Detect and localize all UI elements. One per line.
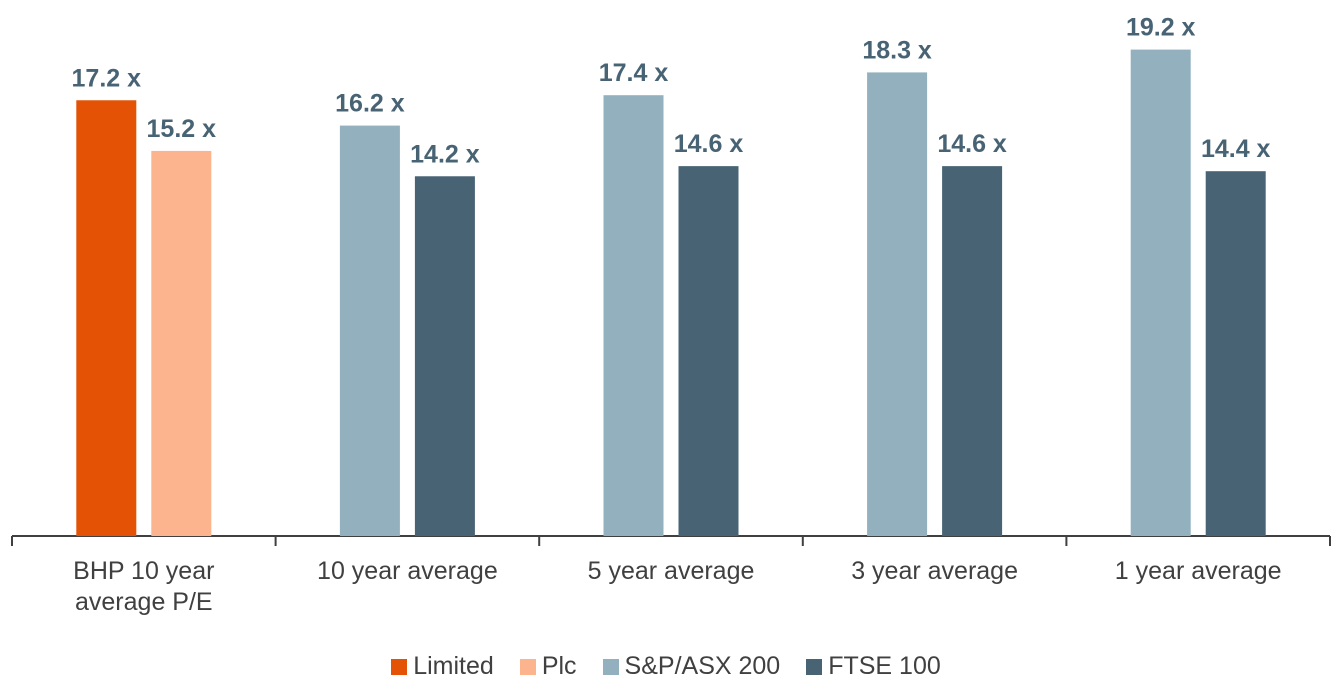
legend-item: Limited bbox=[391, 652, 494, 681]
x-tick-label: 1 year average bbox=[1114, 557, 1282, 585]
legend-label: Plc bbox=[541, 652, 577, 680]
bar bbox=[603, 95, 664, 536]
x-tick-label: 3 year average bbox=[851, 557, 1018, 585]
legend-swatch bbox=[806, 658, 823, 675]
data-label: 17.4 x bbox=[599, 59, 669, 87]
legend-item: FTSE 100 bbox=[806, 652, 941, 681]
bar bbox=[1205, 171, 1266, 536]
bar bbox=[339, 125, 400, 536]
x-tick-label: BHP 10 year average P/E bbox=[73, 557, 215, 616]
bar bbox=[414, 176, 475, 536]
legend-label: S&P/ASX 200 bbox=[624, 652, 781, 680]
legend-swatch bbox=[602, 658, 619, 675]
data-label: 17.2 x bbox=[72, 64, 142, 92]
x-tick-label: 5 year average bbox=[587, 557, 755, 585]
data-label: 14.4 x bbox=[1201, 135, 1271, 163]
data-label: 15.2 x bbox=[147, 115, 217, 143]
legend-swatch bbox=[519, 658, 536, 675]
bar bbox=[678, 166, 739, 536]
legend-label: Limited bbox=[413, 652, 494, 680]
data-label: 18.3 x bbox=[862, 36, 932, 64]
data-label: 16.2 x bbox=[335, 90, 405, 118]
bar bbox=[867, 72, 928, 537]
x-tick-label: 10 year average bbox=[317, 557, 498, 585]
bar bbox=[942, 166, 1003, 536]
legend-item: Plc bbox=[519, 652, 577, 681]
data-label: 14.2 x bbox=[410, 140, 480, 168]
legend-item: S&P/ASX 200 bbox=[602, 652, 781, 681]
data-label: 14.6 x bbox=[674, 130, 744, 158]
bar bbox=[1130, 49, 1191, 536]
bar bbox=[76, 100, 137, 537]
data-label: 19.2 x bbox=[1126, 14, 1196, 42]
bar bbox=[151, 150, 212, 536]
legend-swatch bbox=[391, 658, 408, 675]
data-label: 14.6 x bbox=[937, 130, 1007, 158]
legend-label: FTSE 100 bbox=[828, 652, 941, 680]
legend: Limited Plc S&P/ASX 200 FTSE 100 bbox=[0, 652, 1332, 681]
